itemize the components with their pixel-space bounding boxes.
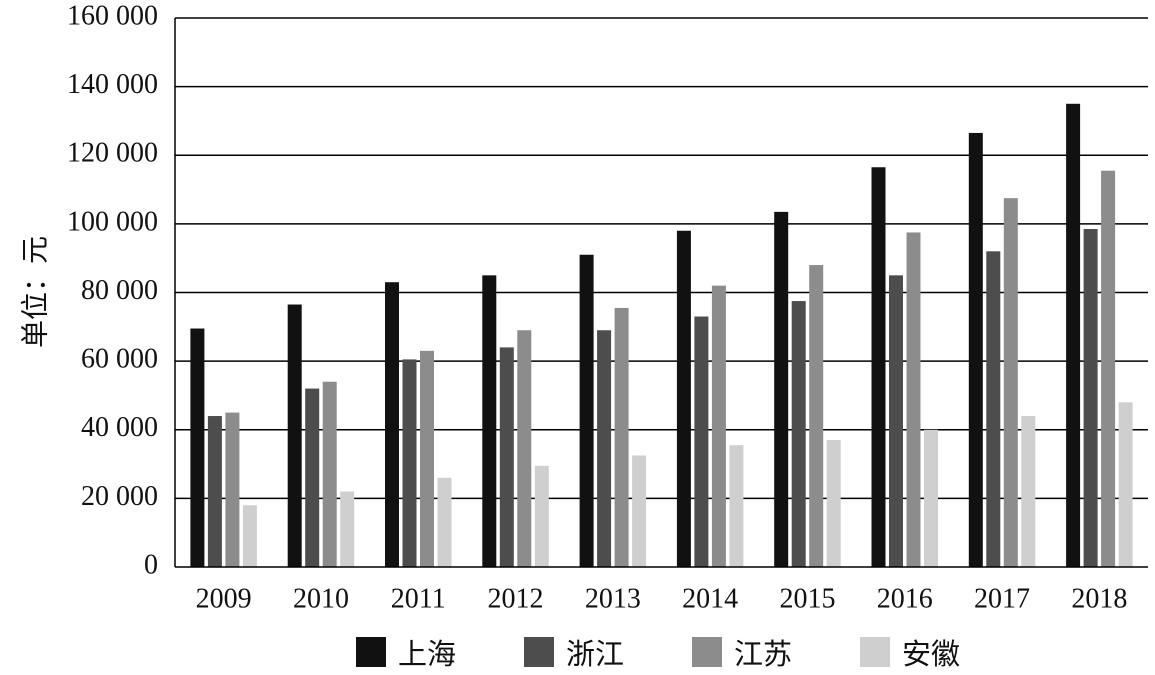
y-tick-label: 140 000 xyxy=(67,69,158,100)
bar xyxy=(774,211,789,567)
y-tick-label: 20 000 xyxy=(81,481,158,512)
bar xyxy=(420,350,434,567)
bar xyxy=(1083,229,1098,567)
bar xyxy=(694,316,709,567)
bar xyxy=(791,301,806,567)
y-tick-label: 0 xyxy=(144,549,158,580)
bar xyxy=(1101,170,1116,568)
y-tick-label: 160 000 xyxy=(67,0,158,31)
bar xyxy=(1118,402,1133,567)
bar xyxy=(711,285,726,567)
y-axis-title: 单位：元 xyxy=(19,236,51,348)
bar xyxy=(287,304,302,567)
y-tick-labels: 0 20 000 40 000 60 000 80 000 100 000 120 000 1… xyxy=(67,0,158,580)
y-tick-label: 80 000 xyxy=(81,275,158,306)
bar xyxy=(305,388,320,567)
legend-label: 浙江 xyxy=(566,639,625,671)
bar xyxy=(517,330,532,567)
bar xyxy=(986,251,1001,567)
legend-swatch xyxy=(356,637,386,667)
bar xyxy=(242,505,257,567)
bar xyxy=(614,307,629,567)
y-tick-label: 40 000 xyxy=(81,412,158,443)
bar xyxy=(809,265,824,567)
x-tick-label: 2009 xyxy=(196,583,252,614)
bar xyxy=(340,491,355,567)
y-tick-label: 120 000 xyxy=(67,138,158,169)
bar xyxy=(1066,103,1081,567)
bar xyxy=(1003,198,1018,567)
legend-swatch xyxy=(860,637,890,667)
x-tick-label: 2013 xyxy=(585,583,641,614)
bar xyxy=(968,132,983,567)
bar xyxy=(632,455,647,567)
bar xyxy=(534,465,549,567)
bar xyxy=(482,275,497,567)
legend-swatch xyxy=(692,637,722,667)
bar xyxy=(676,230,691,568)
legend-label: 安徽 xyxy=(902,639,961,671)
legend-item: 上海 xyxy=(356,632,456,672)
bar xyxy=(1021,416,1036,567)
bar xyxy=(871,167,886,567)
gridlines xyxy=(175,17,1148,500)
bar xyxy=(499,347,514,567)
y-tick-label: 60 000 xyxy=(81,344,158,375)
x-tick-label: 2012 xyxy=(488,583,544,614)
bar xyxy=(826,440,841,567)
legend-item: 江苏 xyxy=(692,632,792,672)
legend-label: 上海 xyxy=(398,639,457,671)
y-tick-label: 100 000 xyxy=(67,206,158,237)
x-tick-label: 2015 xyxy=(779,583,835,614)
bar-chart: 0 20 000 40 000 60 000 80 000 100 000 120 000 1… xyxy=(19,0,1148,614)
legend: 上海 浙江 江苏 安徽 xyxy=(0,632,1155,672)
x-tick-label: 2018 xyxy=(1071,583,1127,614)
x-tick-labels: 2009 2010 2011 2012 2013 2014 2015 2016 2017 2018 xyxy=(196,583,1128,614)
x-tick-label: 2011 xyxy=(391,583,446,614)
bar xyxy=(579,254,594,567)
bar xyxy=(402,359,417,567)
legend-item: 安徽 xyxy=(860,632,960,672)
bar xyxy=(385,282,399,567)
bar xyxy=(322,381,337,567)
bar xyxy=(597,330,612,567)
bar xyxy=(207,416,222,567)
bar xyxy=(225,412,240,567)
x-tick-label: 2017 xyxy=(974,583,1030,614)
legend-label: 江苏 xyxy=(734,639,793,671)
legend-item: 浙江 xyxy=(524,632,624,672)
x-tick-label: 2010 xyxy=(293,583,349,614)
bars xyxy=(190,103,1133,568)
bar xyxy=(906,232,921,567)
bar xyxy=(889,275,903,567)
bar xyxy=(924,429,938,567)
legend-swatch xyxy=(524,637,554,667)
axes xyxy=(174,18,1148,568)
bar xyxy=(190,328,205,567)
x-tick-label: 2016 xyxy=(877,583,933,614)
bar xyxy=(437,477,452,567)
bar xyxy=(729,445,744,567)
x-tick-label: 2014 xyxy=(682,583,738,614)
